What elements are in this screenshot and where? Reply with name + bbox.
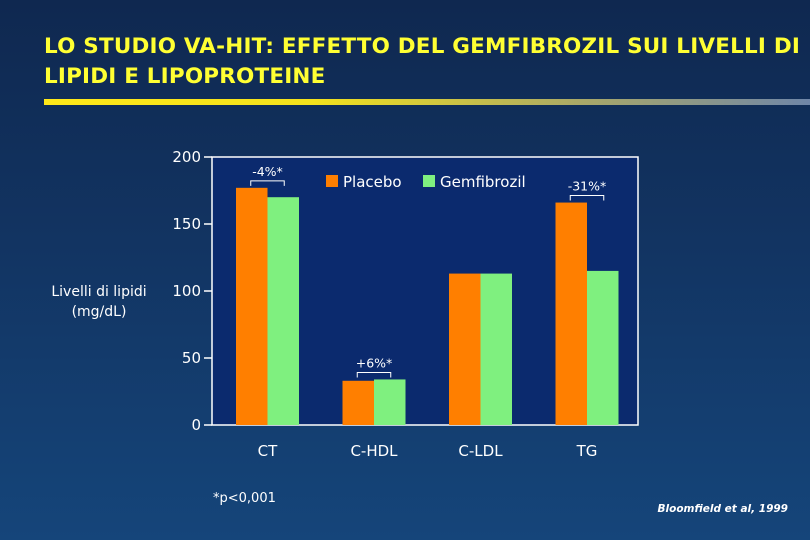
significance-label: -4%* bbox=[252, 164, 283, 179]
bar-ct-gemfibrozil bbox=[267, 197, 299, 425]
source-citation: Bloomfield et al, 1999 bbox=[657, 503, 788, 515]
significance-label: +6%* bbox=[356, 355, 393, 370]
significance-bracket bbox=[250, 180, 285, 186]
bar-c-ldl-gemfibrozil bbox=[480, 273, 512, 425]
x-category-label: CT bbox=[258, 442, 278, 460]
bar-tg-placebo bbox=[555, 202, 587, 425]
significance-bracket bbox=[356, 371, 392, 378]
legend-swatch-placebo bbox=[326, 175, 338, 187]
x-category-label: C-HDL bbox=[350, 442, 398, 460]
bar-c-hdl-gemfibrozil bbox=[374, 379, 406, 425]
title-underline bbox=[44, 99, 810, 105]
bar-ct-placebo bbox=[236, 187, 268, 425]
bar-c-ldl-placebo bbox=[449, 273, 481, 425]
y-axis-label-line2: (mg/dL) bbox=[71, 304, 127, 320]
y-tick-label: 200 bbox=[172, 148, 201, 166]
slide-title: LO STUDIO VA-HIT: EFFETTO DEL GEMFIBROZI… bbox=[44, 34, 801, 89]
legend-swatch-gemfibrozil bbox=[423, 175, 435, 187]
y-tick-label: 100 bbox=[172, 282, 201, 300]
bar-c-hdl-placebo bbox=[342, 380, 374, 425]
significance-label: -31%* bbox=[568, 179, 607, 194]
y-axis-label-line1: Livelli di lipidi bbox=[51, 284, 147, 300]
y-tick-label: 150 bbox=[172, 215, 201, 233]
significance-footnote: *p<0,001 bbox=[213, 491, 276, 506]
x-category-label: C-LDL bbox=[458, 442, 503, 460]
y-tick-label: 0 bbox=[191, 416, 201, 434]
x-category-label: TG bbox=[576, 442, 598, 460]
bar-tg-gemfibrozil bbox=[587, 270, 619, 425]
legend-label-placebo: Placebo bbox=[343, 173, 402, 191]
legend-label-gemfibrozil: Gemfibrozil bbox=[440, 173, 526, 191]
significance-bracket bbox=[569, 195, 605, 201]
y-tick-label: 50 bbox=[182, 349, 201, 367]
y-axis-label: Livelli di lipidi (mg/dL) bbox=[28, 282, 170, 322]
